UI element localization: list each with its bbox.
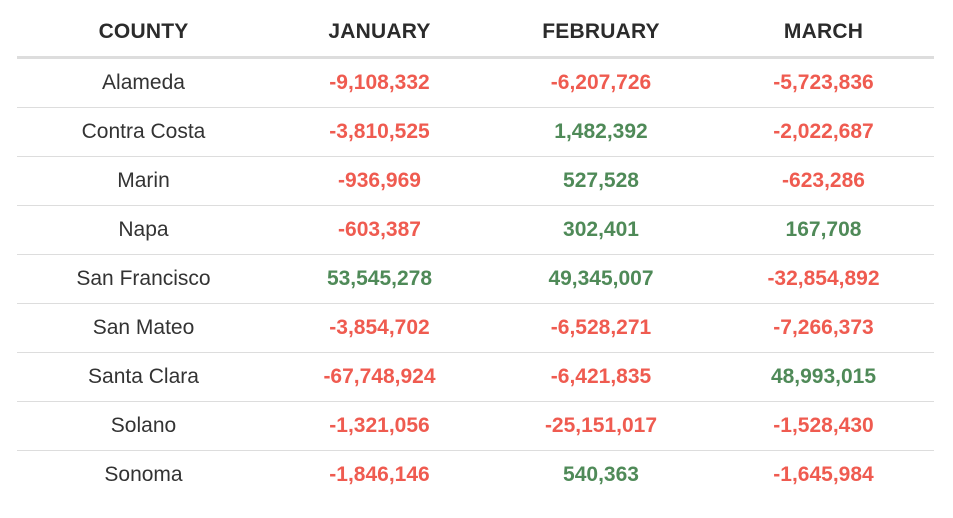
february-value: 1,482,392: [489, 107, 713, 157]
march-value: 48,993,015: [713, 352, 934, 402]
table-header: COUNTY JANUARY FEBRUARY MARCH: [17, 8, 934, 59]
january-value: -3,854,702: [270, 303, 489, 353]
january-value: 53,545,278: [270, 254, 489, 304]
march-value: -5,723,836: [713, 57, 934, 108]
january-value: -1,321,056: [270, 401, 489, 451]
table-row: Contra Costa -3,810,525 1,482,392 -2,022…: [17, 107, 934, 157]
january-value: -67,748,924: [270, 352, 489, 402]
february-value: -6,528,271: [489, 303, 713, 353]
county-cell: Santa Clara: [17, 352, 270, 402]
table-row: Alameda -9,108,332 -6,207,726 -5,723,836: [17, 57, 934, 108]
table-row: Sonoma -1,846,146 540,363 -1,645,984: [17, 451, 934, 500]
column-header-february: FEBRUARY: [489, 8, 713, 59]
column-header-county: COUNTY: [17, 8, 270, 59]
january-value: -3,810,525: [270, 107, 489, 157]
county-monthly-table: COUNTY JANUARY FEBRUARY MARCH Alameda -9…: [17, 8, 934, 499]
february-value: 49,345,007: [489, 254, 713, 304]
table-row: Solano -1,321,056 -25,151,017 -1,528,430: [17, 401, 934, 451]
table-row: Napa -603,387 302,401 167,708: [17, 205, 934, 255]
february-value: 527,528: [489, 156, 713, 206]
column-header-january: JANUARY: [270, 8, 489, 59]
february-value: -6,207,726: [489, 57, 713, 108]
county-cell: Napa: [17, 205, 270, 255]
march-value: -1,528,430: [713, 401, 934, 451]
table-row: San Francisco 53,545,278 49,345,007 -32,…: [17, 254, 934, 304]
county-cell: Sonoma: [104, 463, 183, 486]
table-row: Marin -936,969 527,528 -623,286: [17, 156, 934, 206]
february-value: 540,363: [563, 463, 639, 486]
county-cell: Contra Costa: [17, 107, 270, 157]
march-value: -623,286: [713, 156, 934, 206]
county-cell: Alameda: [17, 57, 270, 108]
march-value: -7,266,373: [713, 303, 934, 353]
table-row: San Mateo -3,854,702 -6,528,271 -7,266,3…: [17, 303, 934, 353]
february-value: -6,421,835: [489, 352, 713, 402]
county-cell: San Mateo: [17, 303, 270, 353]
county-cell: Solano: [17, 401, 270, 451]
march-value: -1,645,984: [773, 463, 874, 486]
march-value: 167,708: [713, 205, 934, 255]
march-value: -32,854,892: [713, 254, 934, 304]
table-body: Alameda -9,108,332 -6,207,726 -5,723,836…: [17, 57, 934, 500]
column-header-march: MARCH: [713, 8, 934, 59]
header-row: COUNTY JANUARY FEBRUARY MARCH: [17, 8, 934, 59]
table-row: Santa Clara -67,748,924 -6,421,835 48,99…: [17, 352, 934, 402]
february-value: -25,151,017: [489, 401, 713, 451]
march-value: -2,022,687: [713, 107, 934, 157]
january-value: -603,387: [270, 205, 489, 255]
january-value: -1,846,146: [329, 463, 430, 486]
county-cell: San Francisco: [17, 254, 270, 304]
january-value: -9,108,332: [270, 57, 489, 108]
february-value: 302,401: [489, 205, 713, 255]
data-table-container: COUNTY JANUARY FEBRUARY MARCH Alameda -9…: [17, 8, 934, 499]
county-cell: Marin: [17, 156, 270, 206]
january-value: -936,969: [270, 156, 489, 206]
